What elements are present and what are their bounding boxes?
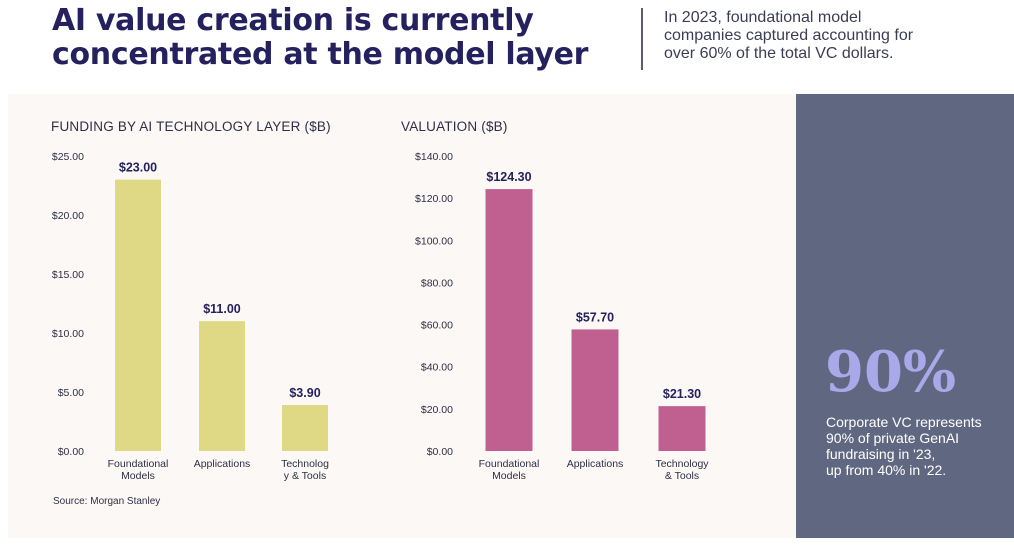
source-note: Source: Morgan Stanley xyxy=(53,496,161,507)
valuation-category-label: Foundational Models xyxy=(479,458,540,482)
valuation-ytick-label: $20.00 xyxy=(421,404,453,416)
funding-bar xyxy=(199,321,245,451)
funding-category-label: Foundational Models xyxy=(108,458,169,482)
funding-category-label: Technolog y & Tools xyxy=(281,458,329,482)
funding-value-label: $11.00 xyxy=(203,302,241,316)
valuation-category-label: Technology & Tools xyxy=(655,458,709,482)
funding-value-label: $23.00 xyxy=(119,161,157,175)
callout-caption: Corporate VC represents 90% of private G… xyxy=(826,414,982,478)
headline: AI value creation is currently concentra… xyxy=(52,3,589,72)
subhead: In 2023, foundational model companies ca… xyxy=(664,9,914,62)
funding-ytick-label: $20.00 xyxy=(52,210,84,222)
valuation-bar xyxy=(658,406,706,451)
valuation-ytick-label: $120.00 xyxy=(415,193,453,205)
valuation-category-label: Applications xyxy=(567,458,624,470)
funding-ytick-label: $10.00 xyxy=(52,328,84,340)
valuation-ytick-label: $0.00 xyxy=(427,446,453,458)
funding-ytick-label: $25.00 xyxy=(52,151,84,163)
valuation-value-label: $21.30 xyxy=(663,387,701,401)
valuation-ytick-label: $40.00 xyxy=(421,362,453,374)
funding-bar xyxy=(282,404,328,451)
valuation-value-label: $57.70 xyxy=(576,310,614,324)
divider xyxy=(641,8,643,70)
funding-bar xyxy=(115,179,161,451)
valuation-ytick-label: $100.00 xyxy=(415,235,453,247)
callout-stat: 90% xyxy=(825,339,957,405)
valuation-ytick-label: $60.00 xyxy=(421,320,453,332)
funding-ytick-label: $15.00 xyxy=(52,269,84,281)
funding-chart-title: FUNDING BY AI TECHNOLOGY LAYER ($B) xyxy=(51,119,331,134)
funding-value-label: $3.90 xyxy=(289,386,320,400)
valuation-value-label: $124.30 xyxy=(486,170,531,184)
callout-panel xyxy=(796,94,1014,538)
valuation-ytick-label: $140.00 xyxy=(415,151,453,163)
valuation-bar xyxy=(485,189,533,451)
funding-ytick-label: $0.00 xyxy=(58,446,84,458)
valuation-bar xyxy=(571,329,619,451)
valuation-chart-title: VALUATION ($B) xyxy=(401,119,508,134)
funding-category-label: Applications xyxy=(194,458,251,470)
funding-ytick-label: $5.00 xyxy=(58,387,84,399)
valuation-ytick-label: $80.00 xyxy=(421,277,453,289)
